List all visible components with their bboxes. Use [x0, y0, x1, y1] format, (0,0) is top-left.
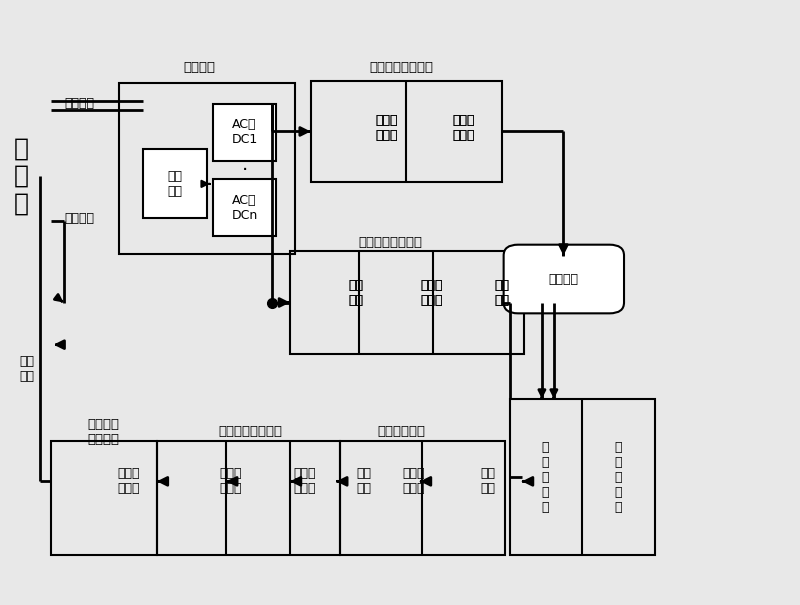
- Text: 步进电机: 步进电机: [549, 272, 579, 286]
- Bar: [213, 179, 277, 237]
- Bar: [510, 399, 655, 555]
- Bar: [143, 149, 207, 218]
- Text: 信号整
形电路: 信号整 形电路: [294, 467, 316, 495]
- Bar: [213, 104, 277, 161]
- Text: 匹配
电路: 匹配 电路: [494, 280, 510, 307]
- Text: 变压
电路: 变压 电路: [168, 169, 182, 198]
- Text: AC－
DCn: AC－ DCn: [231, 194, 258, 221]
- Text: 井
上
仪: 井 上 仪: [14, 136, 29, 216]
- Text: 谐振
电路: 谐振 电路: [481, 467, 495, 495]
- Text: 接
收
换
能
器: 接 收 换 能 器: [542, 440, 549, 514]
- Bar: [119, 83, 294, 254]
- Text: ·: ·: [242, 160, 248, 180]
- Text: 触发
电路: 触发 电路: [349, 280, 364, 307]
- Text: 接收前放电路: 接收前放电路: [378, 425, 426, 439]
- Text: 功率放
大电路: 功率放 大电路: [118, 467, 140, 495]
- Text: 信号传输
驱动电路: 信号传输 驱动电路: [87, 418, 119, 446]
- Text: 脉冲分
配电路: 脉冲分 配电路: [375, 114, 398, 142]
- Bar: [340, 441, 506, 555]
- Text: 功率驱
动电路: 功率驱 动电路: [453, 114, 475, 142]
- Bar: [157, 441, 340, 555]
- Bar: [310, 81, 502, 182]
- Text: 启动信号: 启动信号: [65, 212, 94, 224]
- FancyBboxPatch shape: [504, 244, 624, 313]
- Text: 交流电源: 交流电源: [65, 97, 94, 110]
- Text: AC－
DC1: AC－ DC1: [231, 119, 258, 146]
- Text: 步进电机驱动电路: 步进电机驱动电路: [370, 61, 434, 74]
- Text: 前置放
大电路: 前置放 大电路: [402, 467, 425, 495]
- Text: 功率驱
动电路: 功率驱 动电路: [453, 114, 475, 142]
- Bar: [290, 251, 523, 354]
- Bar: [51, 441, 157, 555]
- Text: 电源电路: 电源电路: [183, 61, 215, 74]
- Text: 触发
电路: 触发 电路: [349, 280, 364, 307]
- Text: 发
射
换
能
器: 发 射 换 能 器: [614, 440, 622, 514]
- Text: 接收信号处理电路: 接收信号处理电路: [218, 425, 282, 439]
- Text: 超声发射驱动电路: 超声发射驱动电路: [358, 236, 422, 249]
- Text: 脉冲分
配电路: 脉冲分 配电路: [375, 114, 398, 142]
- Text: 脉冲生
成电路: 脉冲生 成电路: [219, 467, 242, 495]
- Text: 升压振
荡电路: 升压振 荡电路: [421, 280, 443, 307]
- Text: 匹配
电路: 匹配 电路: [494, 280, 510, 307]
- Text: 升压振
荡电路: 升压振 荡电路: [421, 280, 443, 307]
- Text: 运放
电路: 运放 电路: [357, 467, 372, 495]
- Text: 回波
信号: 回波 信号: [19, 355, 34, 383]
